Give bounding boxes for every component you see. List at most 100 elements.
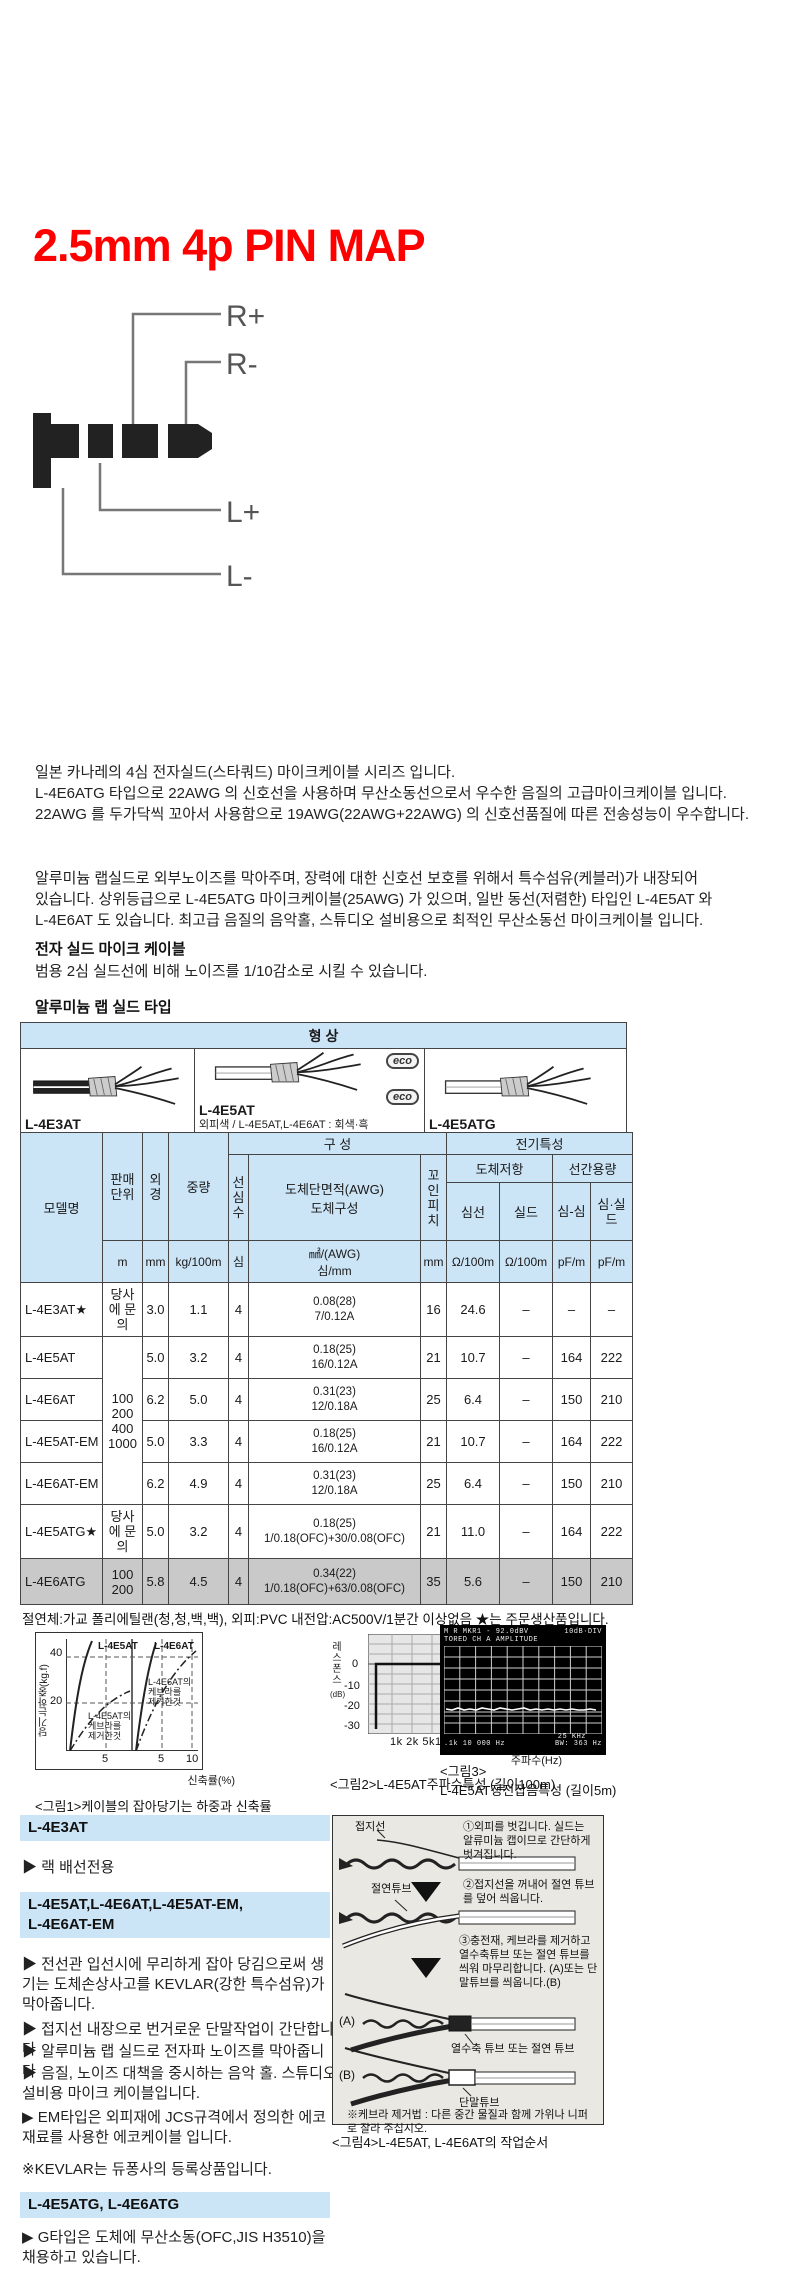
figure4-label-b: (B) <box>339 2068 355 2082</box>
cell-od: 3.0 <box>142 1282 169 1337</box>
cell-weight: 5.0 <box>168 1378 229 1421</box>
cell-core-resistance: 5.6 <box>446 1558 500 1605</box>
pin-label-r-plus: R+ <box>226 300 265 333</box>
unit-conductor: ㎟/(AWG) 심/mm <box>248 1240 421 1283</box>
heading-aluminum-wrap: 알루미늄 랩 실드 타입 <box>35 999 172 1016</box>
figure4-step1: ①외피를 벗깁니다. 실드는 알류미늄 캡이므로 간단하게 벗겨집니다. <box>463 1821 591 1861</box>
figure4-kevlar-note: ※케브라 제거법 : 다른 중간 물질과 함께 가위나 니퍼로 잘라 주십시오. <box>347 2109 588 2135</box>
section2-bullet-em: ▶ EM타입은 외피재에 JCS규격에서 정의한 에코재료를 사용한 에코케이블… <box>22 2109 327 2146</box>
cell-conductor: 0.31(23) 12/0.18A <box>248 1378 421 1421</box>
cell-model: L-4E5AT-EM <box>20 1420 103 1463</box>
cable-image-l4e5at <box>214 1052 361 1091</box>
cell-core-resistance: 10.7 <box>446 1336 500 1379</box>
figure3-caption-line1: <그림3> <box>440 1764 487 1779</box>
unit-shield-resistance: Ω/100m <box>499 1240 553 1283</box>
cable-image-l4e5atg <box>444 1066 591 1105</box>
cell-core-core: 164 <box>552 1420 591 1463</box>
figure3-caption-line2: L-4E5AT정전잡음특성 (길이5m) <box>440 1783 617 1798</box>
cell-shield-resistance: – <box>499 1336 553 1379</box>
eco-badge-2: eco <box>386 1089 419 1105</box>
section2-bullet-ground: ▶ 접지선 내장으로 번거로운 단말작업이 간단합니다 <box>22 2021 334 2058</box>
table-row: L-4E5AT-EM 5.0 3.3 4 0.18(25) 16/0.12A 2… <box>20 1420 634 1463</box>
figure4-label-insulation-tube: 절연튜브 <box>371 1883 412 1895</box>
cell-core-core: 164 <box>552 1336 591 1379</box>
figure4-step2: ②접지선을 꺼내어 절연 튜브를 덮어 씌웁니다. <box>463 1879 595 1905</box>
figure3-readout-bw: BW: 363 Hz <box>554 1740 602 1748</box>
cell-weight: 4.9 <box>168 1462 229 1505</box>
col-header-sale-unit: 판매단위 <box>102 1132 143 1241</box>
cell-core-shield: 222 <box>589 1420 634 1463</box>
cell-core-shield: 210 <box>589 1558 634 1605</box>
group-header-electrical: 전기특성 <box>445 1132 634 1155</box>
cable-model-label: L-4E3AT <box>25 1116 81 1132</box>
cell-conductor: 0.18(25) 16/0.12A <box>248 1420 421 1463</box>
figure2-ytick-0: 0 <box>352 1658 359 1670</box>
r-plus-leader-line <box>131 312 221 428</box>
cable-desc-label: 외피색 / L-4E5AT,L-4E6AT : 회색·흑 <box>199 1119 369 1131</box>
pin-label-l-minus: L- <box>226 560 253 593</box>
cell-conductor: 0.31(23) 12/0.18A <box>248 1462 421 1505</box>
col-header-shield-resistance: 실드 <box>499 1182 553 1241</box>
figure2-ytick-m10: -10 <box>344 1680 360 1692</box>
figure4-label-a: (A) <box>339 2014 355 2028</box>
cell-core-resistance: 11.0 <box>446 1504 500 1559</box>
figure1-x-axis-label: 신축률(%) <box>187 1775 235 1787</box>
cell-shield-resistance: – <box>499 1558 553 1605</box>
figure3-readout-scale: 10dB·DIV <box>564 1628 602 1636</box>
page-title: 2.5mm 4p PIN MAP <box>33 220 426 271</box>
col-header-core-resistance: 심선 <box>446 1182 500 1241</box>
unit-weight: kg/100m <box>168 1240 229 1283</box>
figure1-ytick-40: 40 <box>50 1647 63 1659</box>
figure2-ytick-m20: -20 <box>344 1700 360 1712</box>
section-header-l4e3at: L-4E3AT <box>20 1815 330 1841</box>
cell-sale: 100 200 <box>102 1558 143 1605</box>
figure3-readout-span: 25 KHz <box>557 1733 586 1741</box>
intro-paragraph-2: 알루미늄 랩실드로 외부노이즈를 막아주며, 장력에 대한 신호선 보호를 위해… <box>35 870 713 929</box>
pinmap-diagram: R+ R- L+ L- <box>33 300 265 593</box>
col-header-core-core: 심-심 <box>552 1182 591 1241</box>
l-minus-leader-line <box>61 488 221 576</box>
cell-model: L-4E6AT-EM <box>20 1462 103 1505</box>
col-header-od: 외경 <box>142 1132 169 1241</box>
cell-core-resistance: 6.4 <box>446 1462 500 1505</box>
figure3-noise-trace <box>445 1707 597 1711</box>
cell-sale-merged: 100 200 400 1000 <box>102 1336 143 1505</box>
figure1-xtick-p2-10: 10 <box>186 1753 199 1765</box>
col-header-conductor: 도체단면적(AWG) 도체구성 <box>248 1154 421 1241</box>
cell-weight: 1.1 <box>168 1282 229 1337</box>
col-header-weight: 중량 <box>168 1132 229 1241</box>
figure1-xtick-p2-5: 5 <box>158 1753 165 1765</box>
cell-shield-resistance: – <box>499 1504 553 1559</box>
cell-cores: 4 <box>228 1336 249 1379</box>
figure1-caption: <그림1>케이블의 잡아당기는 하중과 신축률 <box>35 1799 272 1814</box>
cell-core-resistance: 6.4 <box>446 1378 500 1421</box>
cell-conductor: 0.34(22) 1/0.18(OFC)+63/0.08(OFC) <box>248 1558 421 1605</box>
figure1-ytick-20: 20 <box>50 1695 63 1707</box>
section1-bullet-rack: ▶ 랙 배선전용 <box>22 1859 115 1876</box>
cable-image-l4e3at <box>33 1066 179 1105</box>
cell-od: 5.0 <box>142 1336 169 1379</box>
cell-pitch: 25 <box>420 1378 447 1421</box>
cell-cores: 4 <box>228 1420 249 1463</box>
unit-od: mm <box>142 1240 169 1283</box>
unit-sale: m <box>102 1240 143 1283</box>
cell-core-core: – <box>552 1282 591 1337</box>
unit-cores: 심 <box>228 1240 249 1283</box>
cell-core-core: 164 <box>552 1504 591 1559</box>
cell-weight: 4.5 <box>168 1558 229 1605</box>
section3-bullet-ofc: ▶ G타입은 도체에 무산소동(OFC,JIS H3510)을 채용하고 있습니… <box>22 2229 326 2266</box>
cell-od: 6.2 <box>142 1462 169 1505</box>
cell-shield-resistance: – <box>499 1420 553 1463</box>
cell-model: L-4E6ATG <box>20 1558 103 1605</box>
figure1-xtick-p1-5: 5 <box>102 1753 109 1765</box>
cell-core-resistance: 24.6 <box>446 1282 500 1337</box>
pin-label-r-minus: R- <box>226 348 258 381</box>
figure1-plot <box>66 1639 198 1751</box>
cell-pitch: 35 <box>420 1558 447 1605</box>
unit-core-shield: pF/m <box>589 1240 634 1283</box>
cell-core-shield: 210 <box>589 1378 634 1421</box>
unit-pitch: mm <box>420 1240 447 1283</box>
cell-cores: 4 <box>228 1282 249 1337</box>
group-header-capacitance: 선간용량 <box>551 1154 634 1183</box>
table-row: L-4E3AT★ 당사에 문의 3.0 1.1 4 0.08(28) 7/0.1… <box>20 1282 634 1337</box>
